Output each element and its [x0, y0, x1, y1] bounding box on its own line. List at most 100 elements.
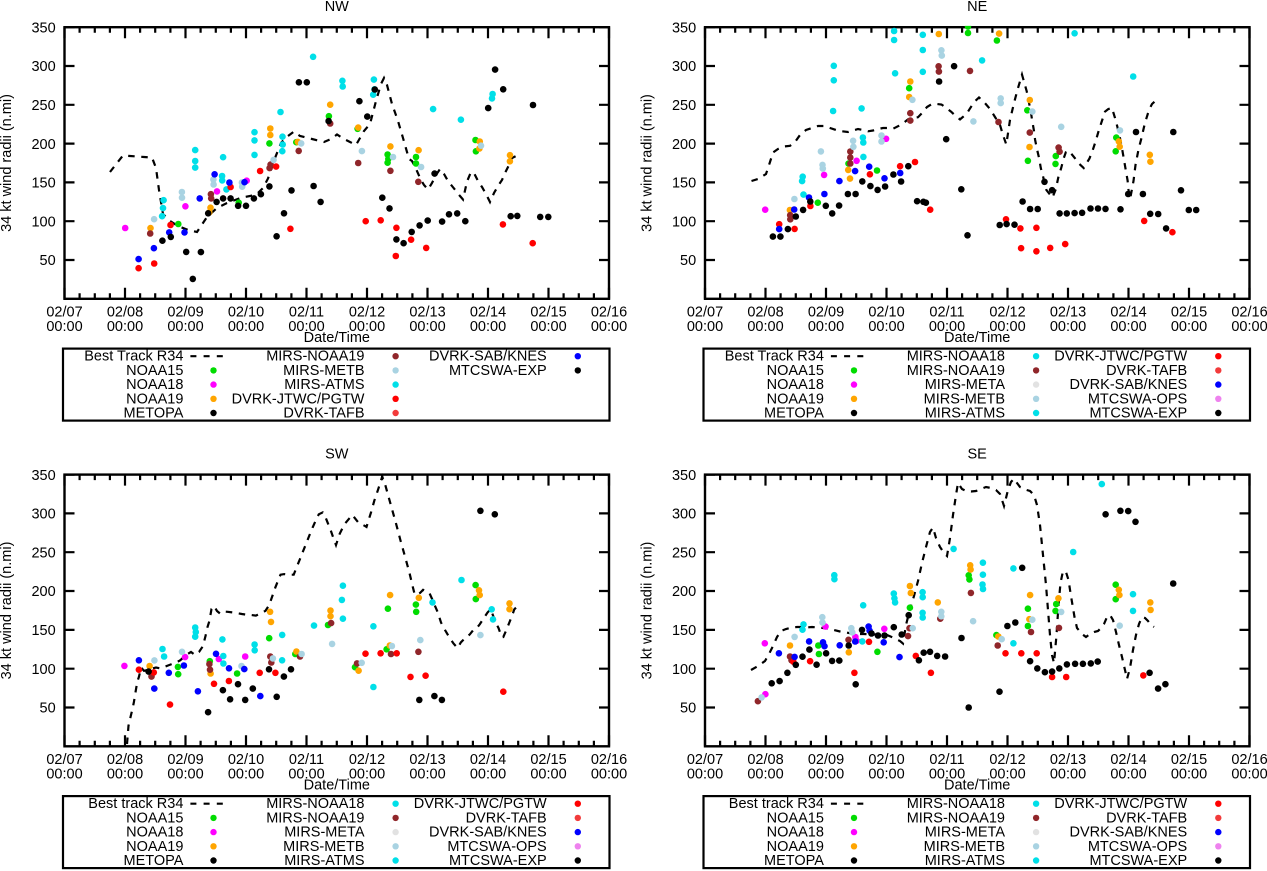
svg-text:DVRK-TAFB: DVRK-TAFB [1106, 810, 1187, 826]
svg-text:00:00: 00:00 [46, 319, 82, 335]
svg-text:MTCSWA-EXP: MTCSWA-EXP [449, 363, 547, 379]
svg-text:MIRS-ATMS: MIRS-ATMS [925, 853, 1005, 869]
svg-text:00:00: 00:00 [349, 319, 385, 335]
svg-text:00:00: 00:00 [107, 319, 143, 335]
svg-text:00:00: 00:00 [530, 319, 566, 335]
svg-text:02/12: 02/12 [349, 752, 385, 768]
svg-text:02/10: 02/10 [868, 305, 904, 321]
svg-text:150: 150 [672, 623, 696, 639]
svg-text:00:00: 00:00 [1050, 767, 1086, 783]
svg-text:MIRS-METB: MIRS-METB [924, 391, 1005, 407]
svg-text:00:00: 00:00 [349, 767, 385, 783]
svg-text:200: 200 [31, 137, 55, 153]
svg-text:MIRS-META: MIRS-META [284, 825, 365, 841]
svg-text:250: 250 [672, 545, 696, 561]
svg-text:02/10: 02/10 [228, 752, 264, 768]
svg-text:50: 50 [40, 253, 56, 269]
svg-text:NOAA15: NOAA15 [767, 810, 824, 826]
svg-text:02/07: 02/07 [46, 752, 82, 768]
svg-text:02/08: 02/08 [747, 305, 783, 321]
svg-text:MTCSWA-EXP: MTCSWA-EXP [1089, 406, 1187, 422]
svg-text:MIRS-NOAA19: MIRS-NOAA19 [907, 810, 1005, 826]
svg-text:34 kt wind radii (n.mi): 34 kt wind radii (n.mi) [640, 542, 656, 680]
svg-text:02/16: 02/16 [591, 752, 627, 768]
svg-text:MTCSWA-EXP: MTCSWA-EXP [1089, 853, 1187, 869]
svg-text:02/12: 02/12 [349, 305, 385, 321]
svg-text:METOPA: METOPA [124, 406, 184, 422]
svg-text:00:00: 00:00 [808, 319, 844, 335]
svg-text:300: 300 [31, 507, 55, 523]
svg-text:NOAA15: NOAA15 [767, 363, 824, 379]
svg-text:MIRS-NOAA18: MIRS-NOAA18 [907, 349, 1005, 365]
svg-text:00:00: 00:00 [470, 319, 506, 335]
svg-text:MIRS-ATMS: MIRS-ATMS [284, 853, 364, 869]
svg-text:00:00: 00:00 [470, 767, 506, 783]
svg-text:02/16: 02/16 [1231, 752, 1267, 768]
svg-text:50: 50 [680, 701, 696, 717]
svg-text:34 kt wind radii (n.mi): 34 kt wind radii (n.mi) [0, 542, 15, 680]
svg-text:DVRK-TAFB: DVRK-TAFB [1106, 363, 1187, 379]
svg-text:02/13: 02/13 [1050, 305, 1086, 321]
svg-text:Best Track R34: Best Track R34 [725, 349, 824, 365]
svg-text:300: 300 [31, 59, 55, 75]
svg-text:METOPA: METOPA [764, 406, 824, 422]
svg-text:00:00: 00:00 [747, 767, 783, 783]
svg-text:SW: SW [325, 446, 349, 462]
svg-text:MTCSWA-OPS: MTCSWA-OPS [1088, 391, 1187, 407]
svg-text:DVRK-JTWC/PGTW: DVRK-JTWC/PGTW [414, 796, 547, 812]
svg-text:SE: SE [968, 446, 988, 462]
svg-text:NOAA18: NOAA18 [126, 377, 183, 393]
svg-text:02/16: 02/16 [1231, 305, 1267, 321]
svg-text:Date/Time: Date/Time [304, 330, 370, 346]
svg-text:NOAA19: NOAA19 [767, 839, 824, 855]
svg-text:350: 350 [672, 20, 696, 36]
svg-text:MIRS-METB: MIRS-METB [924, 839, 1005, 855]
svg-text:MTCSWA-EXP: MTCSWA-EXP [449, 853, 547, 869]
svg-text:Date/Time: Date/Time [944, 778, 1010, 794]
svg-text:02/15: 02/15 [1171, 305, 1207, 321]
svg-text:00:00: 00:00 [228, 767, 264, 783]
svg-text:02/12: 02/12 [989, 752, 1025, 768]
svg-text:NOAA15: NOAA15 [126, 810, 183, 826]
svg-text:NOAA18: NOAA18 [767, 825, 824, 841]
svg-text:00:00: 00:00 [530, 767, 566, 783]
svg-text:200: 200 [672, 584, 696, 600]
svg-text:00:00: 00:00 [1110, 767, 1146, 783]
svg-text:NOAA19: NOAA19 [126, 839, 183, 855]
svg-text:02/08: 02/08 [747, 752, 783, 768]
svg-text:00:00: 00:00 [929, 319, 965, 335]
svg-text:300: 300 [672, 59, 696, 75]
svg-text:00:00: 00:00 [167, 319, 203, 335]
svg-text:50: 50 [40, 701, 56, 717]
svg-text:00:00: 00:00 [167, 767, 203, 783]
svg-text:Best track R34: Best track R34 [88, 796, 183, 812]
svg-text:02/07: 02/07 [687, 752, 723, 768]
svg-text:02/07: 02/07 [687, 305, 723, 321]
svg-text:02/13: 02/13 [1050, 752, 1086, 768]
svg-text:02/09: 02/09 [167, 752, 203, 768]
svg-text:MIRS-NOAA18: MIRS-NOAA18 [907, 796, 1005, 812]
svg-text:00:00: 00:00 [1050, 319, 1086, 335]
svg-text:00:00: 00:00 [409, 767, 445, 783]
svg-text:MIRS-NOAA19: MIRS-NOAA19 [266, 349, 364, 365]
svg-text:150: 150 [31, 623, 55, 639]
svg-text:02/14: 02/14 [1110, 305, 1146, 321]
svg-text:Date/Time: Date/Time [944, 330, 1010, 346]
svg-text:MTCSWA-OPS: MTCSWA-OPS [1088, 839, 1187, 855]
svg-text:150: 150 [672, 176, 696, 192]
svg-text:02/14: 02/14 [470, 752, 506, 768]
svg-text:MIRS-METB: MIRS-METB [283, 839, 364, 855]
svg-text:Date/Time: Date/Time [304, 778, 370, 794]
svg-text:DVRK-JTWC/PGTW: DVRK-JTWC/PGTW [1054, 796, 1187, 812]
svg-text:MIRS-META: MIRS-META [925, 825, 1006, 841]
svg-text:02/15: 02/15 [1171, 752, 1207, 768]
svg-text:02/09: 02/09 [808, 305, 844, 321]
svg-text:DVRK-JTWC/PGTW: DVRK-JTWC/PGTW [232, 391, 365, 407]
svg-text:02/11: 02/11 [929, 752, 964, 768]
svg-text:02/10: 02/10 [228, 305, 264, 321]
svg-text:250: 250 [31, 98, 55, 114]
svg-text:02/09: 02/09 [167, 305, 203, 321]
svg-text:150: 150 [31, 176, 55, 192]
svg-text:DVRK-JTWC/PGTW: DVRK-JTWC/PGTW [1054, 349, 1187, 365]
svg-text:DVRK-SAB/KNES: DVRK-SAB/KNES [1070, 825, 1188, 841]
